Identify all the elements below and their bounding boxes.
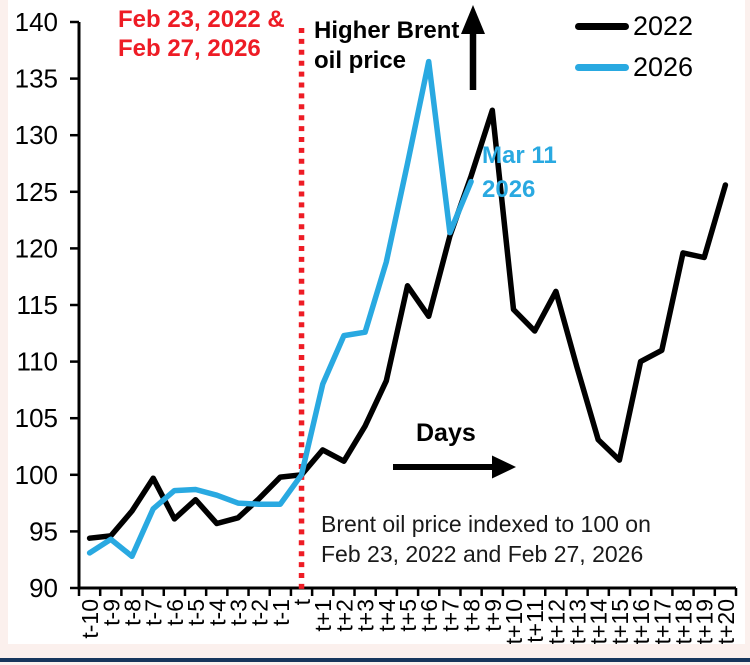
up-arrow-head-icon — [461, 5, 485, 34]
y-axis-label: 90 — [29, 573, 58, 603]
caption-line1: Brent oil price indexed to 100 on — [321, 511, 651, 537]
x-axis-label: t-5 — [183, 599, 209, 626]
event-date-annotation: Feb 23, 2022 & Feb 27, 2026 — [118, 5, 285, 63]
x-axis-label: t-7 — [141, 599, 167, 626]
x-axis-label: t+19 — [692, 599, 718, 644]
x-axis-label: t+4 — [374, 599, 400, 632]
slide-divider-line — [0, 658, 750, 662]
x-axis-label: t+11 — [522, 599, 548, 643]
x-axis-label: t+3 — [353, 599, 379, 632]
y-axis-label: 125 — [15, 177, 58, 207]
right-arrow-head-icon — [492, 455, 516, 479]
caption-line2: Feb 23, 2022 and Feb 27, 2026 — [321, 541, 644, 567]
legend-item-2026: 2026 — [575, 47, 693, 88]
series-line-2026 — [86, 58, 474, 560]
y-axis-label: 130 — [15, 120, 58, 150]
x-axis-label: t-1 — [268, 599, 294, 626]
legend-label-2022: 2022 — [633, 11, 694, 41]
event-date-line1: Feb 23, 2022 & — [118, 6, 285, 33]
x-axis-label: t-3 — [225, 599, 251, 626]
x-axis-label: t+13 — [565, 599, 591, 644]
x-axis-label: t-4 — [204, 599, 230, 626]
higher-price-line2: oil price — [314, 47, 407, 74]
x-axis-label: t+5 — [395, 599, 421, 632]
event-date-line2: Feb 27, 2026 — [118, 35, 261, 62]
days-axis-annotation: Days — [416, 419, 476, 447]
higher-price-annotation: Higher Brent oil price — [314, 16, 459, 76]
x-axis-label: t-8 — [119, 599, 145, 626]
mar11-line2: 2026 — [482, 176, 536, 203]
x-axis-label: t+2 — [331, 599, 357, 632]
x-axis-label: t — [289, 598, 315, 605]
mar11-line1: Mar 11 — [482, 142, 557, 169]
y-axis-label: 110 — [17, 347, 58, 377]
legend-swatch-2026 — [575, 64, 629, 71]
x-axis-label: t+1 — [310, 599, 336, 632]
x-axis-label: t-6 — [162, 599, 188, 626]
y-axis-label: 135 — [15, 64, 58, 94]
y-axis-label: 140 — [15, 7, 58, 37]
x-axis-label: t+8 — [459, 599, 485, 632]
page-edge-right — [745, 0, 750, 665]
mar11-annotation: Mar 11 2026 — [482, 139, 557, 207]
x-axis-label: t-10 — [77, 599, 103, 639]
y-axis-label: 105 — [15, 403, 58, 433]
x-axis-label: t+16 — [628, 599, 654, 644]
legend: 2022 2026 — [575, 6, 693, 88]
y-axis-label: 115 — [17, 290, 58, 320]
x-axis-label: t+7 — [437, 599, 463, 632]
x-axis-label: t+6 — [416, 599, 442, 632]
y-axis-label: 120 — [15, 233, 58, 263]
x-axis-label: t+15 — [607, 599, 633, 644]
y-axis-label: 100 — [15, 460, 58, 490]
x-axis-label: t+9 — [480, 599, 506, 632]
x-axis-label: t+20 — [713, 599, 739, 644]
higher-price-line1: Higher Brent — [314, 17, 460, 44]
x-axis-label: t+14 — [586, 599, 612, 645]
x-axis-label: t+10 — [501, 599, 527, 644]
chart-caption: Brent oil price indexed to 100 on Feb 23… — [321, 509, 651, 569]
legend-swatch-2022 — [575, 23, 629, 30]
legend-item-2022: 2022 — [575, 6, 693, 47]
x-axis-label: t-9 — [98, 599, 124, 626]
x-axis-label: t+12 — [543, 599, 569, 644]
page-edge-left — [0, 0, 8, 665]
y-axis-label: 95 — [29, 516, 58, 546]
x-axis-label: t+18 — [671, 599, 697, 644]
legend-label-2026: 2026 — [633, 52, 694, 82]
x-axis-label: t+17 — [649, 599, 675, 644]
series-line-2022 — [86, 107, 729, 541]
x-axis-label: t-2 — [247, 599, 273, 626]
